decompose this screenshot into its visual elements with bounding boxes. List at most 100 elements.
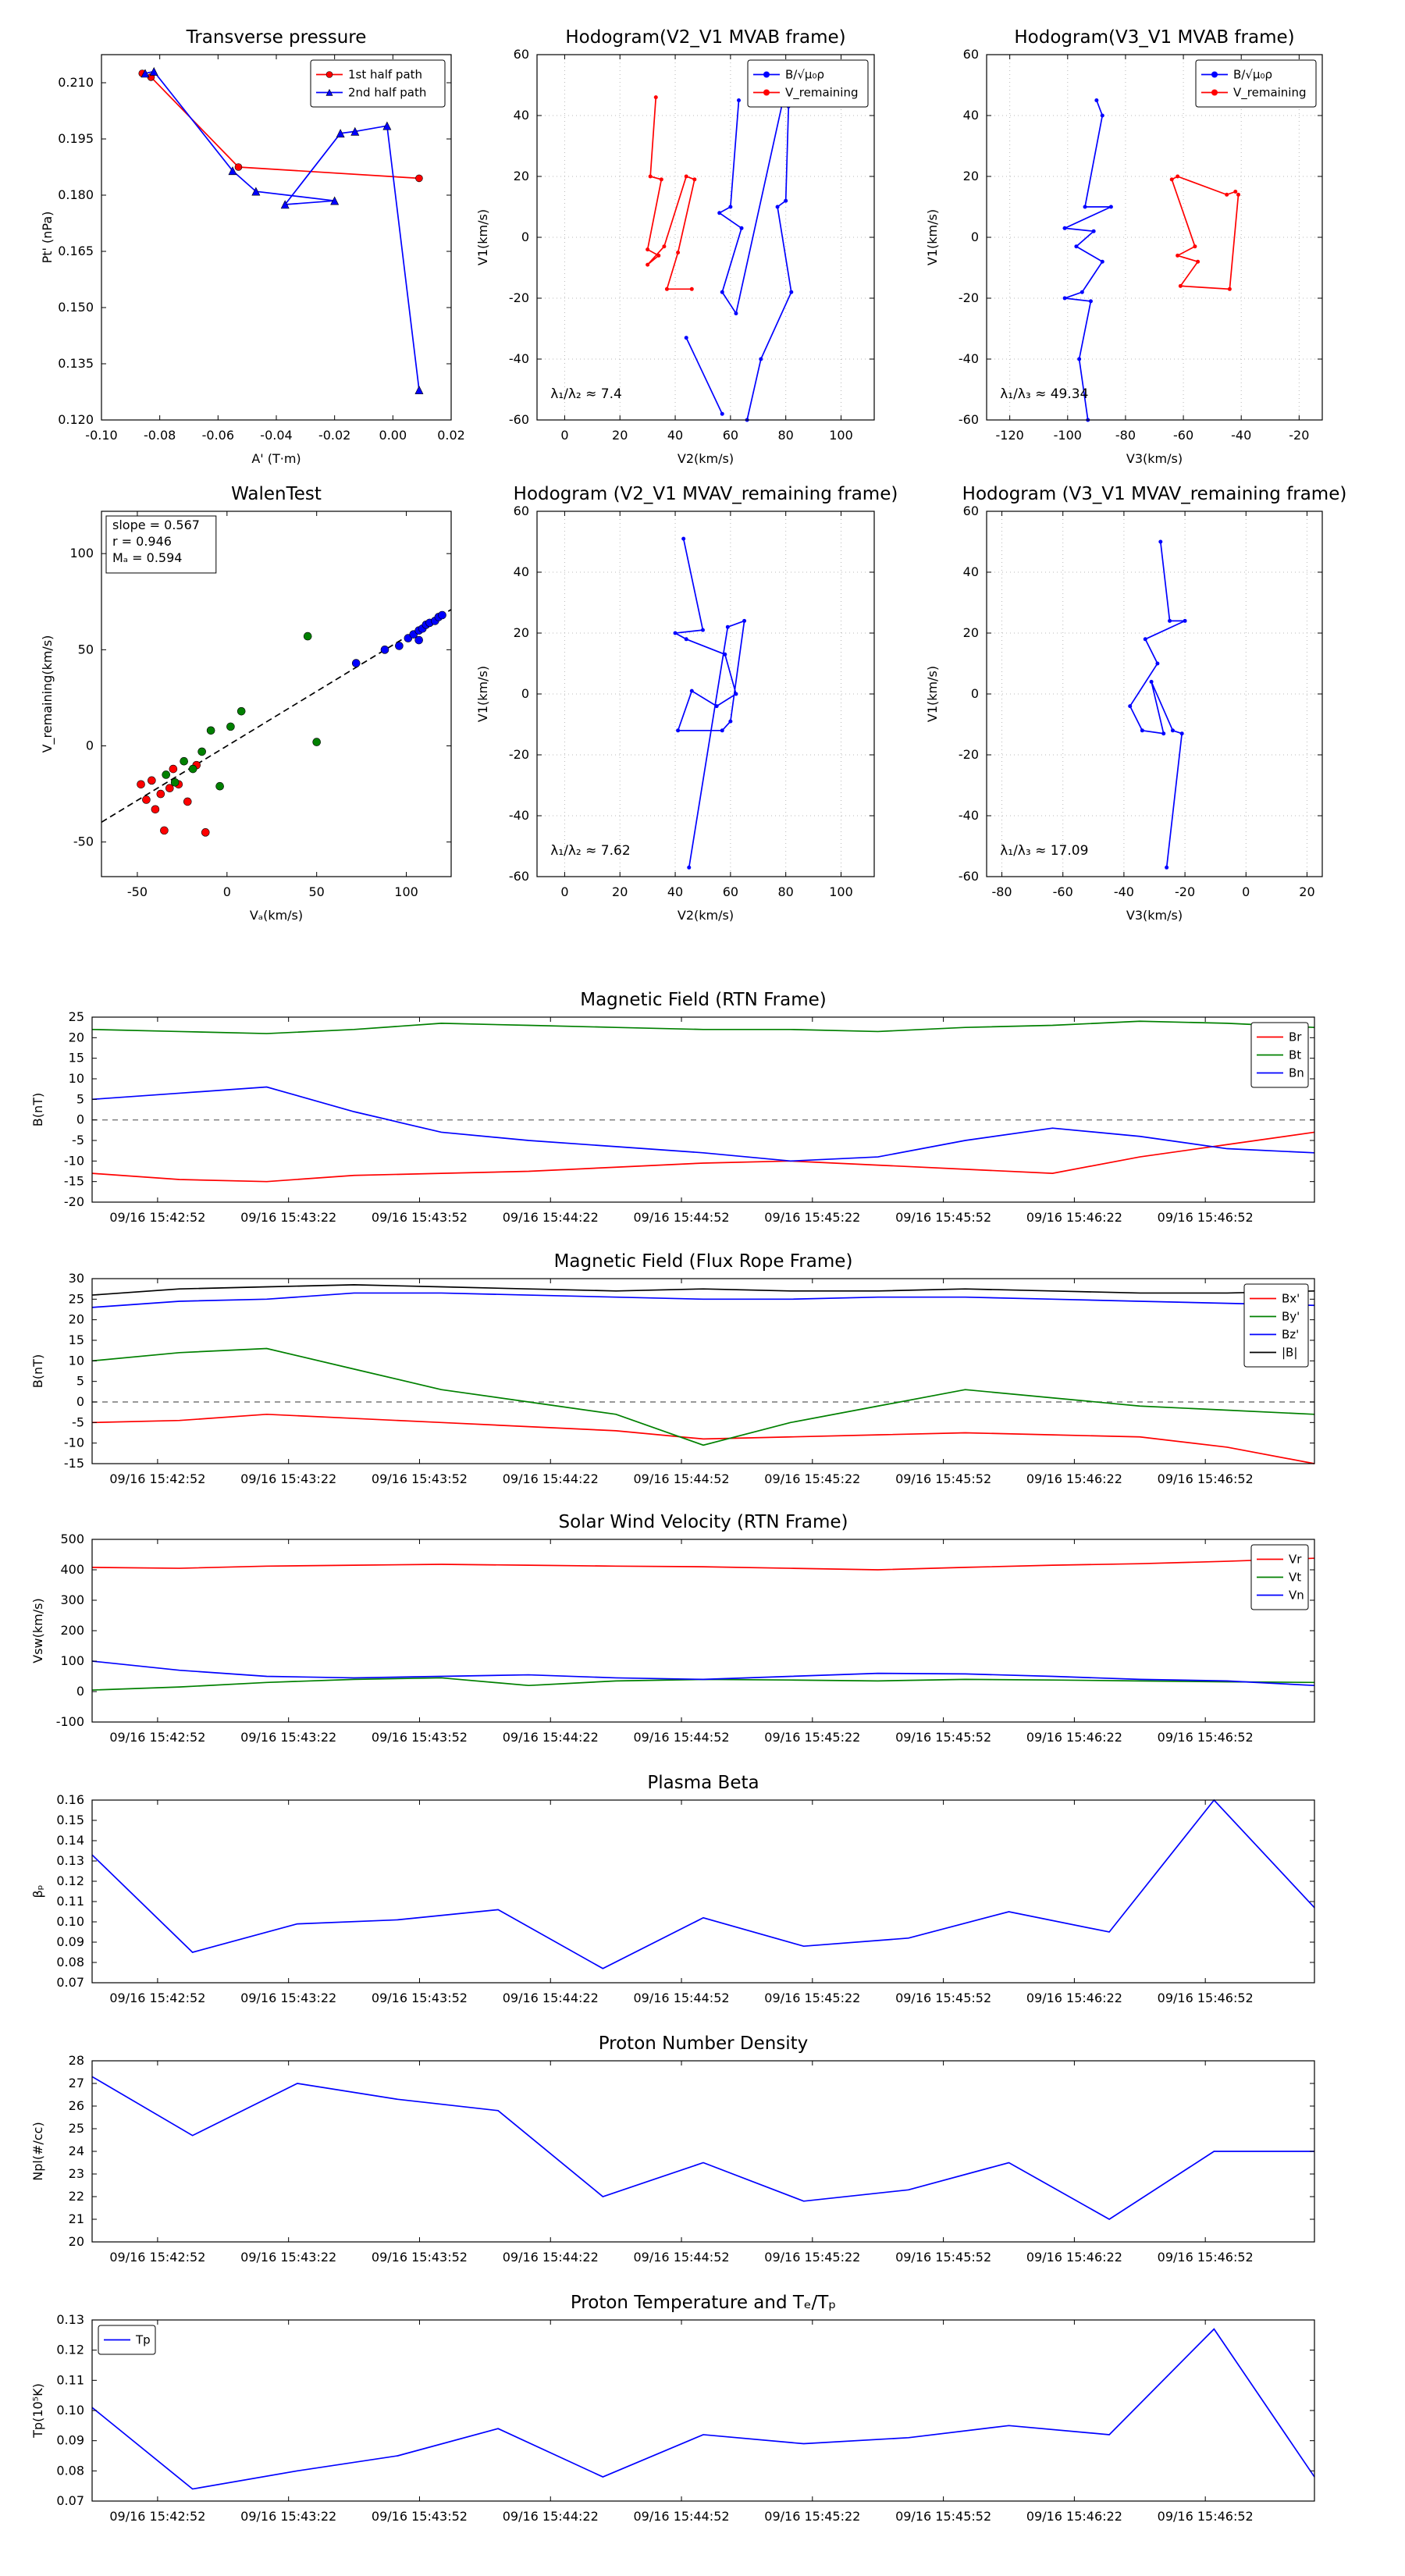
y-tick-label: 21 [69, 2211, 84, 2226]
y-tick-label: 27 [69, 2076, 84, 2090]
dot-marker [1178, 283, 1183, 288]
dot-marker [725, 624, 730, 629]
y-tick-label: 60 [963, 503, 979, 518]
y-tick-label: 60 [514, 503, 529, 518]
series-Bn [91, 1086, 1315, 1162]
ticks: 09/16 15:42:52 09/16 15:43:22 09/16 15:43:… [64, 1009, 1314, 1225]
series-V [1128, 539, 1187, 870]
y-tick-label: 50 [78, 642, 94, 656]
legend-label: By' [1282, 1310, 1300, 1324]
dot-marker [789, 290, 794, 294]
y-axis-label: Npl(#/cc) [30, 2122, 45, 2180]
plot-area [92, 2320, 1314, 2501]
x-tick-label: 09/16 15:45:22 [764, 1471, 860, 1486]
chart-title: Proton Temperature and Tₑ/Tₚ [571, 2293, 836, 2313]
x-tick-label: 20 [1299, 884, 1314, 899]
plot-area [92, 1539, 1314, 1722]
dot-marker [1149, 679, 1154, 684]
x-tick-label: -0.06 [202, 428, 234, 443]
dot-marker [1165, 865, 1169, 870]
series-V [673, 536, 747, 870]
x-axis-label: V2(km/s) [678, 451, 734, 466]
x-tick-label: 09/16 15:42:52 [109, 1471, 205, 1486]
point-marker [201, 828, 210, 837]
dot-marker [723, 652, 727, 656]
y-tick-label: 40 [514, 108, 529, 123]
y-tick-label: 0.210 [58, 75, 94, 90]
x-tick-label: 09/16 15:43:52 [372, 1730, 468, 1745]
y-tick-label: 20 [69, 1030, 84, 1044]
stats-line: r = 0.946 [112, 534, 172, 549]
x-tick-label: 09/16 15:43:22 [240, 2509, 336, 2524]
series-fit-line [101, 609, 452, 824]
y-tick-label: 5 [76, 1091, 84, 1106]
dot-marker [734, 311, 738, 315]
point-marker [180, 756, 188, 766]
dot-marker [656, 253, 661, 258]
series-cluster-green [162, 632, 321, 791]
x-tick-label: 09/16 15:44:22 [503, 1730, 599, 1745]
x-tick-label: -40 [1231, 428, 1251, 443]
dot-marker [1158, 539, 1163, 544]
y-tick-label: 25 [69, 1009, 84, 1024]
y-tick-label: 0.08 [56, 1955, 84, 1969]
series-By' [91, 1347, 1315, 1446]
legend-label: V_remaining [1233, 86, 1307, 101]
axes-frame [101, 511, 452, 877]
point-marker [183, 797, 192, 806]
y-tick-label: 0.120 [58, 412, 94, 427]
y-tick-label: 0.07 [56, 1975, 84, 1990]
x-tick-label: 50 [309, 884, 325, 899]
x-tick-label: 09/16 15:44:52 [634, 1471, 730, 1486]
dot-marker [1100, 259, 1104, 264]
y-tick-label: 0 [971, 229, 979, 244]
chart-mag-fluxrope: 09/16 15:42:52 09/16 15:43:22 09/16 15:43:… [30, 1251, 1315, 1486]
dot-marker [1161, 731, 1166, 736]
y-tick-label: -60 [509, 869, 529, 884]
series-2nd half path [140, 66, 424, 394]
y-tick-label: 28 [69, 2053, 84, 2068]
triangle-marker [251, 187, 261, 196]
y-tick-label: -60 [509, 412, 529, 427]
y-tick-label: 0.08 [56, 2463, 84, 2478]
x-tick-label: 09/16 15:45:52 [895, 2509, 991, 2524]
x-tick-label: 40 [667, 884, 683, 899]
x-tick-label: -60 [1053, 884, 1073, 899]
ticks: 09/16 15:42:52 09/16 15:43:22 09/16 15:43:… [69, 2053, 1314, 2265]
y-tick-label: 0.150 [58, 300, 94, 315]
legend-label: Br [1289, 1030, 1302, 1044]
ticks: 0 20 40 60 80 100 -60 -40 -20 0 20 40 60 [509, 47, 874, 443]
x-tick-label: 09/16 15:44:52 [634, 1210, 730, 1225]
y-tick-label: 0 [86, 738, 94, 753]
x-tick-label: 09/16 15:43:52 [372, 1471, 468, 1486]
x-tick-label: 09/16 15:46:22 [1026, 1991, 1122, 2005]
dot-marker [689, 286, 694, 291]
triangle-marker [140, 69, 150, 78]
y-tick-label: -15 [64, 1456, 84, 1471]
x-tick-label: -0.10 [85, 428, 117, 443]
dot-marker [1083, 205, 1087, 209]
point-marker [169, 764, 178, 774]
x-tick-label: 09/16 15:46:52 [1158, 2509, 1254, 2524]
y-tick-label: 100 [69, 546, 94, 560]
axes-frame [91, 1278, 1315, 1464]
y-tick-label: -40 [509, 351, 529, 366]
chart-title: Proton Number Density [599, 2033, 809, 2054]
x-tick-label: -20 [1289, 428, 1309, 443]
x-tick-label: 09/16 15:46:22 [1026, 2509, 1122, 2524]
series-Br [91, 1131, 1315, 1183]
x-tick-label: 60 [723, 884, 738, 899]
y-tick-label: 0.10 [56, 2403, 84, 2418]
series-cluster-blue [351, 610, 446, 667]
point-marker [395, 642, 404, 650]
series-Bz' [91, 1292, 1315, 1308]
y-axis-label: V_remaining(km/s) [40, 635, 55, 753]
dot-marker [784, 198, 788, 203]
x-tick-label: 09/16 15:43:22 [240, 1730, 336, 1745]
chart-hodogram-v3v1-mvab: -120 -100 -80 -60 -40 -20 -60 -40 -20 0 20 40 60 Hodo… [925, 27, 1323, 466]
dot-marker [646, 262, 650, 267]
point-marker [380, 646, 389, 654]
stats-line: slope = 0.567 [112, 518, 200, 532]
y-tick-label: 60 [963, 47, 979, 62]
